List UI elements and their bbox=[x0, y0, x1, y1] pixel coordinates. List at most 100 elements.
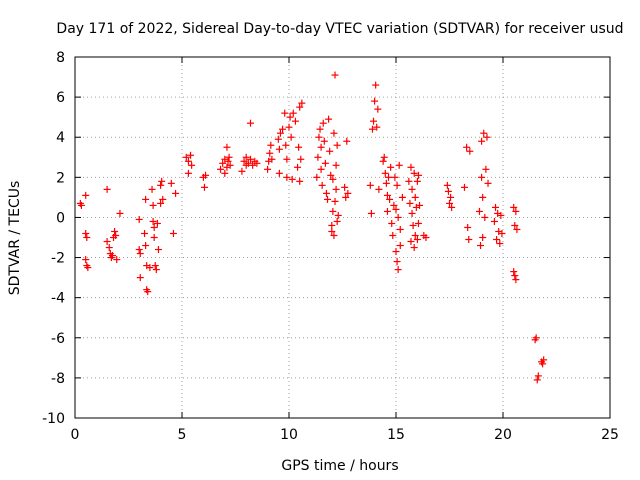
x-tick-label: 20 bbox=[494, 427, 512, 443]
data-point bbox=[330, 129, 338, 137]
data-point bbox=[152, 266, 160, 274]
data-point bbox=[157, 181, 165, 189]
data-point bbox=[447, 193, 455, 201]
data-point bbox=[111, 227, 119, 235]
data-point bbox=[83, 234, 91, 241]
data-point bbox=[510, 203, 518, 211]
data-point bbox=[408, 209, 416, 217]
data-point bbox=[200, 183, 208, 191]
data-point bbox=[389, 231, 397, 239]
data-point bbox=[279, 125, 287, 133]
x-tick-label: 0 bbox=[71, 427, 80, 443]
data-point bbox=[511, 221, 519, 229]
data-point bbox=[266, 149, 274, 157]
data-point bbox=[392, 205, 400, 213]
data-point bbox=[223, 143, 231, 151]
data-point bbox=[135, 246, 143, 254]
data-point bbox=[398, 193, 406, 201]
data-point bbox=[479, 193, 487, 201]
data-point bbox=[381, 169, 389, 177]
data-point bbox=[286, 113, 294, 121]
y-tick-label: 0 bbox=[56, 210, 65, 226]
data-point bbox=[135, 215, 143, 223]
data-point bbox=[341, 183, 349, 191]
data-point bbox=[510, 268, 518, 276]
data-point bbox=[443, 181, 451, 189]
data-point bbox=[393, 258, 401, 266]
data-point bbox=[332, 185, 340, 193]
data-point bbox=[480, 129, 488, 137]
data-point bbox=[532, 334, 540, 342]
data-point bbox=[112, 231, 120, 239]
data-point bbox=[268, 155, 276, 163]
data-point bbox=[275, 169, 283, 177]
data-point bbox=[225, 153, 233, 161]
data-point bbox=[478, 173, 486, 181]
data-point bbox=[379, 157, 387, 165]
data-point bbox=[410, 169, 418, 177]
data-point bbox=[329, 175, 337, 183]
data-point bbox=[320, 137, 328, 145]
data-point bbox=[371, 97, 379, 105]
data-point bbox=[342, 193, 350, 201]
data-point bbox=[325, 115, 333, 123]
data-point bbox=[406, 199, 414, 207]
data-point bbox=[493, 236, 501, 244]
x-axis-title: GPS time / hours bbox=[281, 458, 398, 474]
data-point bbox=[448, 203, 456, 211]
data-point bbox=[151, 262, 159, 270]
data-point bbox=[372, 81, 380, 89]
data-point bbox=[413, 236, 421, 244]
y-tick-label: -10 bbox=[42, 411, 65, 427]
data-point bbox=[394, 266, 402, 274]
data-point bbox=[465, 236, 473, 244]
data-point bbox=[367, 209, 375, 217]
data-point bbox=[396, 242, 404, 250]
data-point bbox=[407, 163, 415, 171]
data-point bbox=[533, 376, 541, 384]
data-point bbox=[482, 165, 490, 173]
data-point bbox=[328, 227, 336, 235]
data-point bbox=[331, 197, 339, 205]
data-point bbox=[313, 173, 321, 181]
data-point bbox=[407, 238, 415, 246]
data-point bbox=[289, 109, 297, 117]
data-point bbox=[172, 189, 180, 197]
data-point bbox=[82, 191, 90, 199]
data-point bbox=[182, 153, 190, 161]
data-point bbox=[274, 135, 282, 143]
data-point bbox=[282, 141, 290, 149]
data-point bbox=[484, 179, 492, 187]
data-point bbox=[463, 143, 471, 151]
data-point bbox=[142, 195, 150, 203]
data-point bbox=[492, 203, 500, 211]
data-point bbox=[298, 99, 306, 107]
data-point bbox=[297, 155, 305, 163]
data-point bbox=[414, 219, 422, 227]
data-point bbox=[410, 244, 418, 252]
data-point bbox=[242, 153, 250, 161]
data-point bbox=[281, 109, 289, 117]
data-point bbox=[287, 133, 295, 141]
data-point bbox=[150, 234, 158, 241]
x-tick-label: 25 bbox=[601, 427, 619, 443]
data-point bbox=[405, 177, 413, 185]
data-point bbox=[331, 71, 339, 79]
data-point bbox=[475, 207, 483, 215]
data-point bbox=[105, 244, 113, 252]
data-point bbox=[158, 177, 166, 185]
data-point bbox=[77, 201, 85, 209]
data-point bbox=[413, 177, 421, 185]
data-point bbox=[513, 225, 521, 233]
x-tick-label: 10 bbox=[280, 427, 298, 443]
data-point bbox=[221, 169, 229, 177]
data-point bbox=[481, 213, 489, 221]
data-point bbox=[314, 153, 322, 161]
data-point bbox=[333, 141, 341, 149]
data-point bbox=[483, 133, 491, 141]
data-point bbox=[370, 117, 378, 125]
data-point bbox=[82, 256, 90, 264]
data-point bbox=[295, 143, 303, 151]
data-point bbox=[540, 356, 548, 364]
data-point bbox=[395, 161, 403, 169]
